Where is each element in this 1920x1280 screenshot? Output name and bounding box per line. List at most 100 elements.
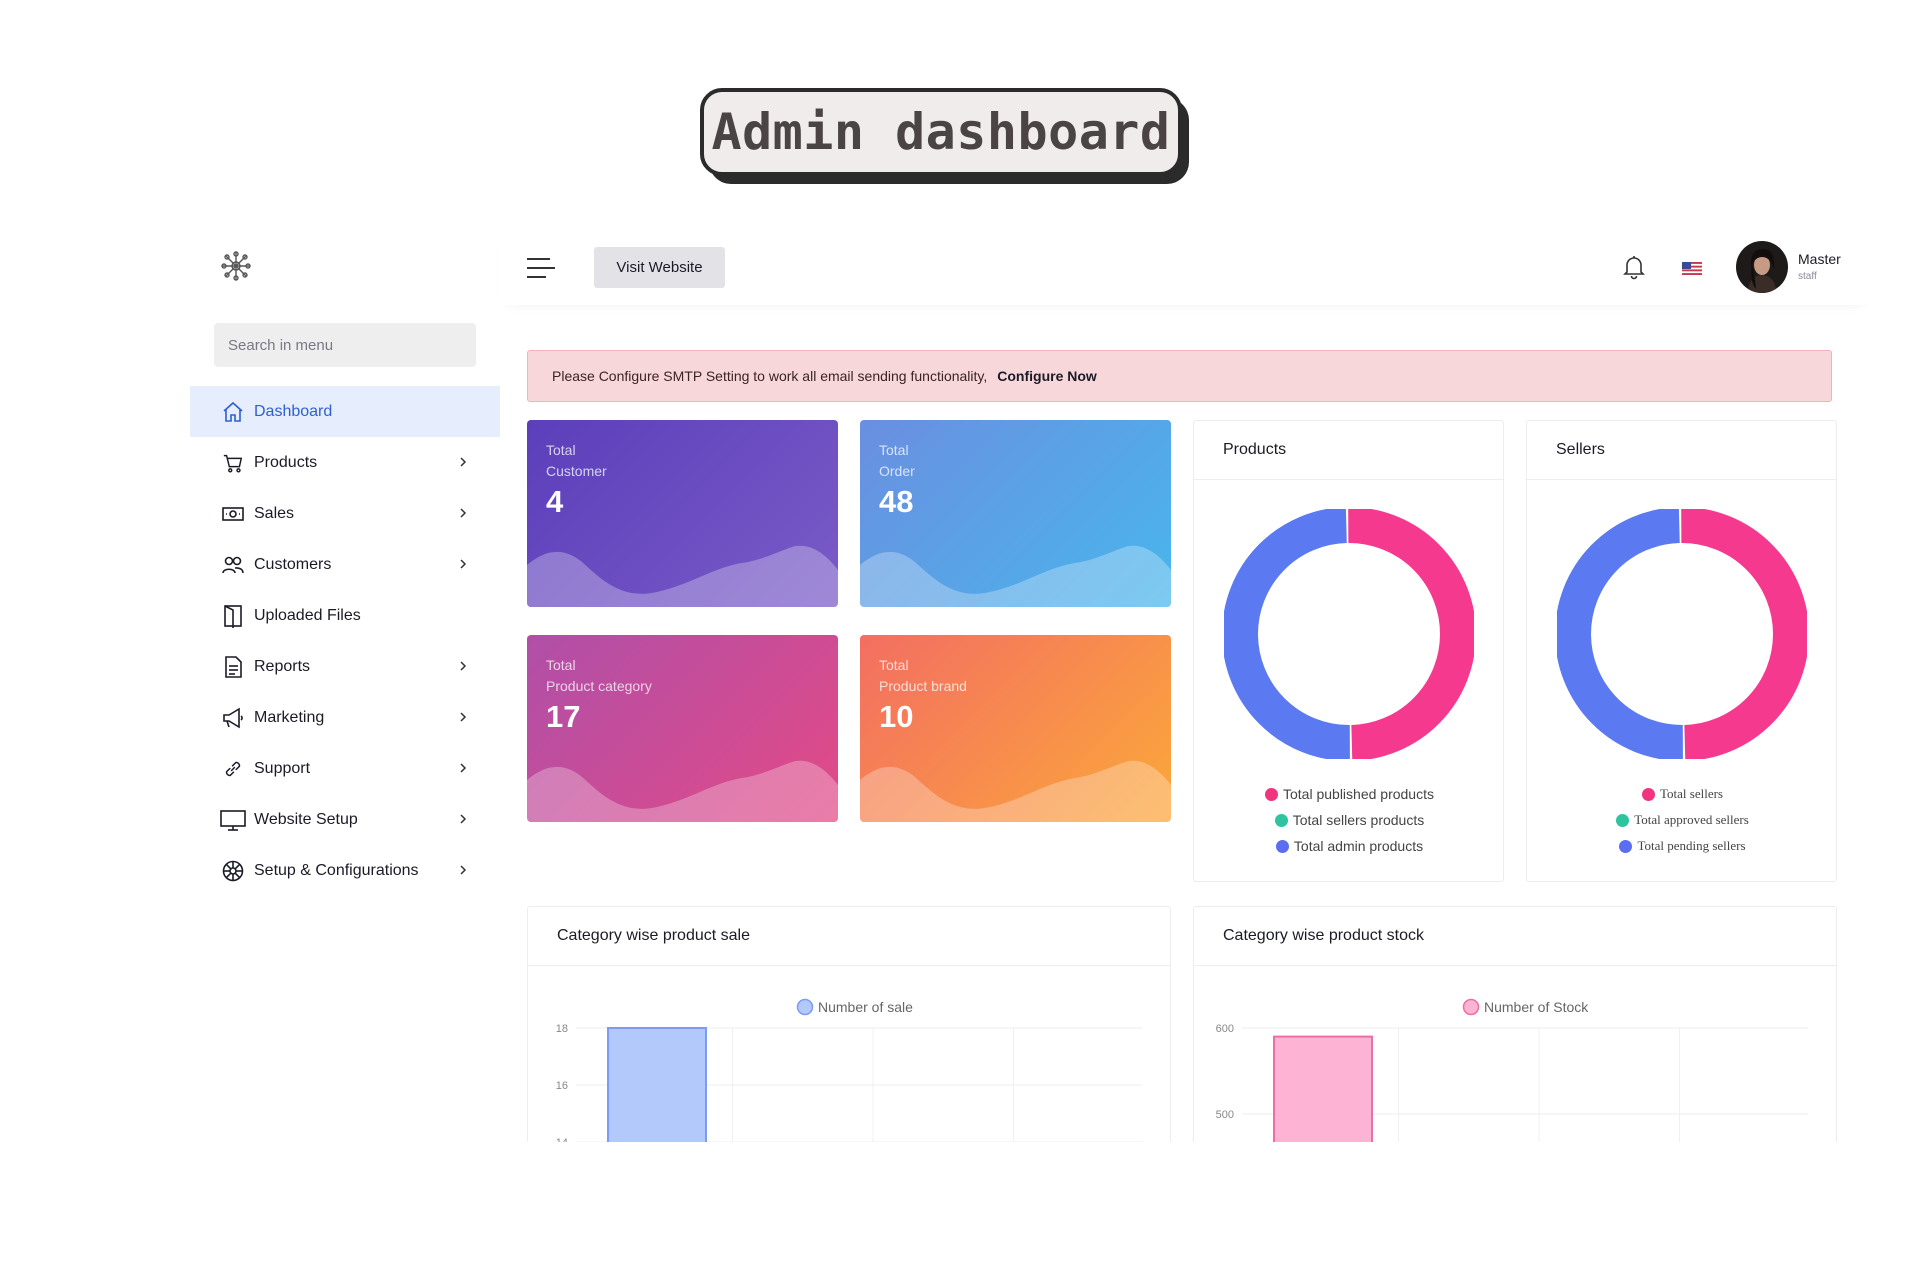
stat-card-orders[interactable]: Total Order 48 xyxy=(860,420,1171,607)
sellers-donut-card: Sellers Total sellers Total approved sel… xyxy=(1526,420,1837,882)
configure-now-link[interactable]: Configure Now xyxy=(997,368,1097,384)
bar[interactable] xyxy=(1273,1035,1373,1142)
donut-segment[interactable] xyxy=(1224,509,1474,759)
home-icon xyxy=(220,399,246,425)
donut-segment[interactable] xyxy=(1557,509,1807,759)
sidebar-item-website-setup[interactable]: Website Setup xyxy=(190,794,500,845)
legend-label: Total approved sellers xyxy=(1634,812,1749,827)
sidebar-item-sales[interactable]: Sales xyxy=(190,488,500,539)
sidebar-menu: Dashboard Products Sales xyxy=(190,386,500,896)
user-role: staff xyxy=(1798,271,1817,282)
smtp-alert: Please Configure SMTP Setting to work al… xyxy=(527,350,1832,402)
sidebar-item-reports[interactable]: Reports xyxy=(190,641,500,692)
legend-swatch xyxy=(1462,998,1480,1016)
chevron-right-icon xyxy=(460,712,467,722)
visit-website-button[interactable]: Visit Website xyxy=(594,247,725,288)
stat-label: Total xyxy=(879,657,909,673)
bar[interactable] xyxy=(607,1027,707,1142)
chevron-right-icon xyxy=(460,865,467,875)
legend-item[interactable]: Total approved sellers xyxy=(1527,807,1838,833)
notification-bell-icon[interactable] xyxy=(1622,254,1646,280)
category-sale-card: Category wise product sale Number of sal… xyxy=(527,906,1171,1142)
legend-dot xyxy=(1274,813,1288,827)
donut-segment[interactable] xyxy=(1557,509,1807,759)
legend-label: Total sellers products xyxy=(1292,812,1425,828)
card-title: Category wise product sale xyxy=(528,907,1170,966)
sidebar-item-marketing[interactable]: Marketing xyxy=(190,692,500,743)
legend-dot xyxy=(1275,839,1289,853)
products-legend: Total published products Total sellers p… xyxy=(1194,781,1505,859)
sidebar-item-support[interactable]: Support xyxy=(190,743,500,794)
sidebar-item-setup-configurations[interactable]: Setup & Configurations xyxy=(190,845,500,896)
sellers-legend: Total sellers Total approved sellers Tot… xyxy=(1527,781,1838,859)
stat-sublabel: Product brand xyxy=(879,678,967,694)
document-icon xyxy=(220,654,246,680)
legend-item[interactable]: Total published products xyxy=(1194,781,1505,807)
chart-legend[interactable]: Number of Stock xyxy=(1462,998,1590,1016)
wave-decoration xyxy=(860,545,1171,607)
stat-label: Total xyxy=(879,442,909,458)
menu-search-input[interactable] xyxy=(214,323,476,367)
sidebar-item-uploaded-files[interactable]: Uploaded Files xyxy=(190,590,500,641)
sidebar-item-label: Products xyxy=(254,453,318,471)
legend-label: Total sellers xyxy=(1660,786,1723,801)
stat-card-product-brand[interactable]: Total Product brand 10 xyxy=(860,635,1171,822)
chevron-right-icon xyxy=(460,559,467,569)
products-donut-card: Products Total published products Total … xyxy=(1193,420,1504,882)
topbar: Visit Website xyxy=(500,230,1870,305)
legend-item[interactable]: Total admin products xyxy=(1194,833,1505,859)
stat-value: 10 xyxy=(879,699,914,734)
y-tick-label: 500 xyxy=(1216,1109,1234,1121)
wave-decoration xyxy=(527,545,838,607)
legend-label: Number of sale xyxy=(818,999,913,1015)
link-icon xyxy=(220,756,246,782)
legend-dot xyxy=(1265,787,1278,801)
stat-value: 17 xyxy=(546,699,581,734)
sidebar-item-label: Reports xyxy=(254,657,311,675)
sidebar-item-label: Customers xyxy=(254,555,332,573)
title-badge: Admin dashboard xyxy=(700,88,1189,184)
chart-legend[interactable]: Number of sale xyxy=(796,998,914,1016)
us-flag-icon[interactable] xyxy=(1682,262,1702,275)
category-sale-bar-chart: Number of sale 18 16 14 xyxy=(556,998,1142,1142)
sidebar-item-label: Support xyxy=(254,759,311,777)
legend-dot xyxy=(1642,787,1655,801)
monitor-icon xyxy=(220,807,246,833)
stat-sublabel: Customer xyxy=(546,463,607,479)
legend-item[interactable]: Total sellers xyxy=(1527,781,1838,807)
stat-card-customers[interactable]: Total Customer 4 xyxy=(527,420,838,607)
megaphone-icon xyxy=(220,705,246,731)
chevron-right-icon xyxy=(460,814,467,824)
wave-decoration xyxy=(860,760,1171,822)
legend-label: Total pending sellers xyxy=(1637,838,1746,853)
sidebar-item-customers[interactable]: Customers xyxy=(190,539,500,590)
donut-segment[interactable] xyxy=(1224,509,1474,759)
card-title: Products xyxy=(1194,421,1503,480)
sidebar-item-label: Marketing xyxy=(254,708,325,726)
chevron-right-icon xyxy=(460,457,467,467)
stat-value: 48 xyxy=(879,484,914,519)
legend-swatch xyxy=(796,998,814,1016)
chevron-right-icon xyxy=(460,508,467,518)
sidebar-item-label: Sales xyxy=(254,504,295,522)
settings-icon xyxy=(220,858,246,884)
users-icon xyxy=(220,552,246,578)
legend-item[interactable]: Total pending sellers xyxy=(1527,833,1838,859)
y-tick-label: 600 xyxy=(1216,1023,1234,1035)
legend-item[interactable]: Total sellers products xyxy=(1194,807,1505,833)
hamburger-menu-icon[interactable] xyxy=(526,256,556,280)
user-avatar[interactable] xyxy=(1736,241,1788,293)
sellers-donut-chart[interactable] xyxy=(1557,509,1807,759)
sidebar-item-label: Dashboard xyxy=(254,402,333,420)
y-tick-label: 18 xyxy=(556,1023,568,1035)
logo-icon[interactable] xyxy=(220,250,252,282)
stat-card-product-category[interactable]: Total Product category 17 xyxy=(527,635,838,822)
sidebar-item-dashboard[interactable]: Dashboard xyxy=(190,386,500,437)
user-name[interactable]: Master xyxy=(1798,251,1841,267)
sidebar-item-products[interactable]: Products xyxy=(190,437,500,488)
products-donut-chart[interactable] xyxy=(1224,509,1474,759)
folder-icon xyxy=(220,603,246,629)
stat-sublabel: Product category xyxy=(546,678,652,694)
stat-label: Total xyxy=(546,442,576,458)
legend-label: Total admin products xyxy=(1293,838,1424,854)
